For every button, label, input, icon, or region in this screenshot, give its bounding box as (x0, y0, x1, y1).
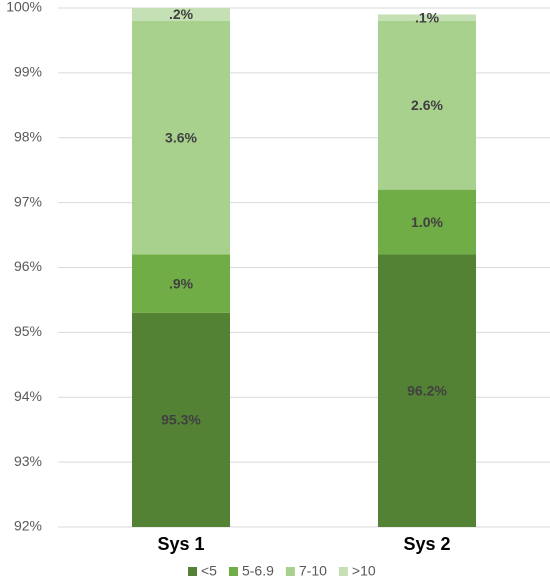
y-tick-label: 99% (14, 64, 42, 80)
legend-label: 5-6.9 (242, 563, 274, 579)
bar-segment (378, 254, 476, 527)
legend-label: <5 (201, 563, 217, 579)
legend-swatch (228, 567, 238, 576)
data-label: 3.6% (165, 129, 197, 145)
bar-segment (378, 189, 476, 255)
y-tick-label: 100% (6, 0, 42, 15)
y-tick-label: 93% (14, 453, 42, 469)
legend-swatch (188, 567, 197, 576)
y-tick-label: 95% (14, 323, 42, 339)
y-tick-label: 98% (14, 128, 42, 144)
y-tick-label: 92% (14, 518, 42, 534)
bar-segment (132, 8, 230, 21)
bar-segment (132, 20, 230, 255)
data-label: 2.6% (411, 97, 443, 113)
y-tick-label: 96% (14, 258, 42, 274)
bar-segment (378, 20, 476, 190)
data-label: .2% (169, 6, 194, 22)
legend-label: 7-10 (299, 563, 327, 579)
bar-segment (378, 14, 476, 21)
data-label: 95.3% (161, 412, 201, 428)
y-tick-label: 94% (14, 388, 42, 404)
data-label: 96.2% (407, 382, 447, 398)
legend-swatch (285, 567, 295, 576)
legend-swatch (338, 567, 348, 576)
x-tick-label: Sys 1 (157, 534, 204, 554)
x-tick-label: Sys 2 (403, 534, 450, 554)
bar-segment (132, 312, 230, 527)
bar-segment (132, 254, 230, 313)
data-label: .9% (169, 275, 194, 291)
data-label: .1% (415, 9, 440, 25)
data-label: 1.0% (411, 214, 443, 230)
legend-label: >10 (352, 563, 376, 579)
y-tick-label: 97% (14, 193, 42, 209)
